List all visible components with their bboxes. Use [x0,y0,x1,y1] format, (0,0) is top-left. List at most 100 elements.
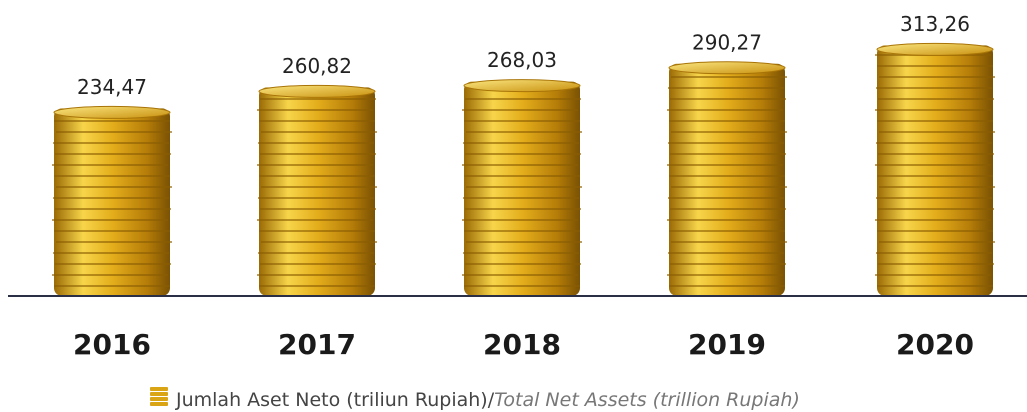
coin-edge [668,87,784,89]
value-label: 313,26 [900,12,970,36]
coin-stack [52,105,172,296]
coin-edge [878,153,994,155]
coin-edge [465,263,581,265]
coin-edge [261,186,377,188]
coin-edge [671,76,787,78]
coin-edge [878,208,994,210]
coin-edge [52,274,168,276]
x-tick-label: 2018 [483,328,561,361]
coin-edge [877,230,993,232]
coin-edge [877,120,993,122]
value-label: 268,03 [487,48,557,72]
coin-edge [464,175,580,177]
coin-edge [464,120,580,122]
legend-icon [150,397,168,401]
coin-edge [54,120,170,122]
coin-edge [464,285,580,287]
coin-edge [53,252,169,254]
coin-edge [56,241,172,243]
coin-edge [465,208,581,210]
coin-edge [667,164,783,166]
coin-edge [879,76,995,78]
x-tick-label: 2016 [73,328,151,361]
coin-edge [257,219,373,221]
value-label: 260,82 [282,54,352,78]
coin-edge [876,197,992,199]
coin-stack [667,61,787,297]
coin-top [53,105,171,119]
coin-top [668,61,786,75]
coin-edge [52,219,168,221]
coin-edge [260,208,376,210]
coin-edge [261,241,377,243]
coin-edge [258,252,374,254]
coin-edge [52,164,168,166]
coin-edge [668,197,784,199]
coin-edge [669,230,785,232]
coin-edge [877,175,993,177]
coin-edge [261,131,377,133]
coin-edge [54,285,170,287]
coin-edge [465,98,581,100]
coin-edge [670,208,786,210]
coin-top [876,42,994,56]
coin-edge [876,252,992,254]
coin-edge [260,263,376,265]
coin-edge [54,175,170,177]
coin-edge [876,87,992,89]
coin-edge [670,98,786,100]
coin-edge [667,274,783,276]
coin-edge [55,263,171,265]
coin-edge [257,274,373,276]
bar [877,45,993,296]
coin-edge [464,230,580,232]
coin-stack [875,42,995,296]
coin-edge [875,109,991,111]
coin-edge [55,153,171,155]
coin-edge [877,65,993,67]
coin-edge [260,98,376,100]
coin-edge [668,142,784,144]
value-label: 290,27 [692,30,762,54]
coin-edge [667,219,783,221]
coin-edge [668,252,784,254]
coin-edge [669,285,785,287]
coin-edge [466,186,582,188]
legend-icon [150,392,168,396]
x-tick-label: 2019 [688,328,766,361]
legend-label: Jumlah Aset Neto (triliun Rupiah)/Total … [175,389,800,411]
coin-edge [462,164,578,166]
coin-edge [877,285,993,287]
legend: Jumlah Aset Neto (triliun Rupiah)/Total … [150,387,800,411]
coin-edge [258,142,374,144]
coin-edge [53,142,169,144]
legend-icon [150,402,168,406]
coin-edge [462,219,578,221]
coin-edge [465,153,581,155]
bar [259,87,375,297]
coin-edge [257,109,373,111]
coin-edge [875,274,991,276]
coin-edge [466,131,582,133]
x-tick-label: 2020 [896,328,974,361]
coin-edge [670,263,786,265]
coin-edge [876,142,992,144]
coin-edge [55,208,171,210]
coin-edge [878,98,994,100]
coin-edge [669,175,785,177]
coin-edge [879,131,995,133]
coin-stack [257,84,377,297]
coin-edge [260,153,376,155]
coin-stack [462,79,582,297]
coin-edge [258,197,374,199]
coin-edge [878,263,994,265]
coin-edge [879,241,995,243]
x-tick-label: 2017 [278,328,356,361]
coin-edge [669,120,785,122]
coin-edge [671,131,787,133]
legend-icon [150,387,168,391]
bar [54,108,170,296]
coin-edge [671,186,787,188]
